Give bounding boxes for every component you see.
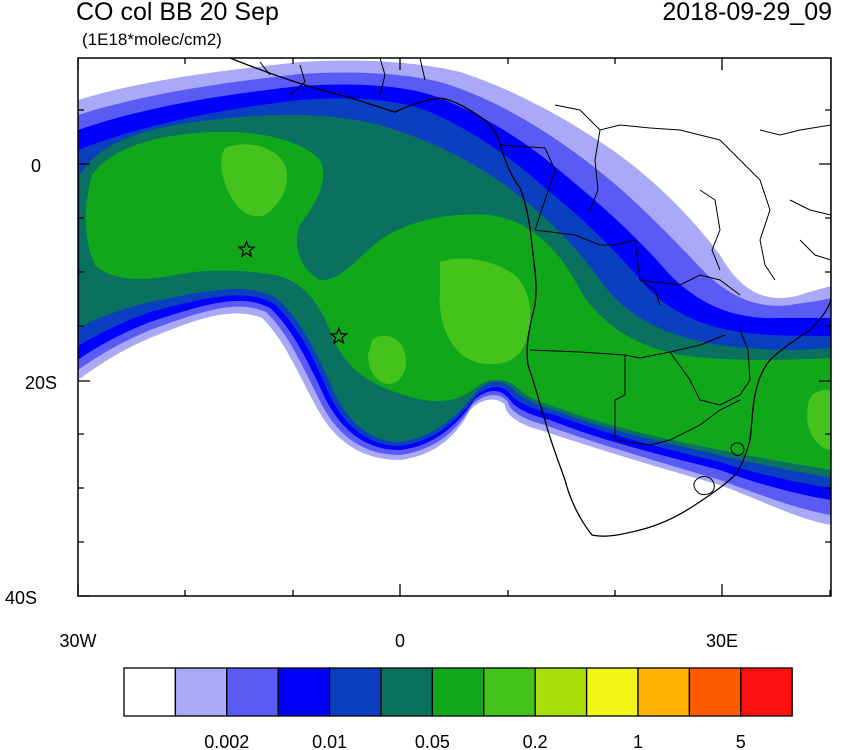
colorbar-swatch: [585, 667, 639, 717]
colorbar-swatch: [637, 667, 691, 717]
africa-coastline: [229, 58, 831, 537]
lat-label-0: 0: [31, 156, 41, 176]
map-datetime: 2018-09-29_09: [662, 0, 832, 26]
border-line-6: [669, 329, 751, 406]
border-line-13: [759, 124, 831, 136]
border-line-8: [639, 274, 741, 296]
colorbar-swatch: [123, 667, 177, 717]
colorbar-swatch: [688, 667, 742, 717]
colorbar-label: 0.05: [415, 732, 450, 750]
colorbar-label: 5: [736, 732, 746, 750]
contour-0.2b: [368, 335, 407, 384]
colorbar-swatch: [431, 667, 485, 717]
colorbar-label: 1: [633, 732, 643, 750]
border-line-10: [699, 189, 721, 271]
colorbar: [123, 667, 793, 717]
border-line-5: [614, 399, 741, 446]
site-1-star-icon: [237, 239, 256, 258]
map-units: (1E18*molec/cm2): [82, 30, 222, 49]
lon-label-30w: 30W: [59, 631, 96, 651]
plot-frame: [77, 57, 832, 597]
colorbar-swatch: [226, 667, 279, 717]
contour-0.2d: [807, 390, 831, 450]
contour-0.2a: [439, 258, 531, 365]
border-line-1: [499, 144, 556, 231]
colorbar-swatch: [483, 667, 536, 717]
lat-label-40s: 40S: [5, 588, 37, 608]
border-line-9: [719, 139, 776, 281]
country-borders: [259, 58, 831, 495]
colorbar-swatch: [740, 667, 793, 717]
contour-0.2c: [221, 144, 288, 217]
axis-ticks: [77, 58, 831, 597]
colorbar-swatch: [277, 667, 331, 717]
colorbar-label: 0.01: [312, 732, 347, 750]
border-line-14: [789, 199, 831, 261]
colorbar-swatch: [328, 667, 382, 717]
colorbar-swatch: [534, 667, 588, 717]
colorbar-swatch: [380, 667, 434, 717]
colorbar-label: 0.2: [523, 732, 548, 750]
map-title: CO col BB 20 Sep: [76, 0, 279, 26]
lon-label-0: 0: [395, 631, 405, 651]
border-line-4: [614, 355, 626, 440]
border-line-12: [259, 58, 426, 96]
border-line-2: [534, 229, 661, 306]
lat-label-20s: 20S: [25, 373, 57, 393]
border-line-3: [529, 334, 726, 359]
lesotho-border: [693, 476, 715, 495]
lon-label-30e: 30E: [706, 631, 738, 651]
colorbar-swatch: [174, 667, 228, 717]
site-2-star-icon: [329, 326, 349, 345]
colorbar-labels: 0.002 0.01 0.05 0.2 1 5: [204, 732, 746, 750]
coastlines: [229, 58, 831, 537]
eswatini-border: [730, 442, 745, 457]
colorbar-label: 0.002: [204, 732, 249, 750]
border-line-11: [589, 129, 601, 211]
border-line-7: [554, 104, 721, 141]
co-column-field: [78, 58, 831, 596]
site-markers: [237, 239, 349, 345]
